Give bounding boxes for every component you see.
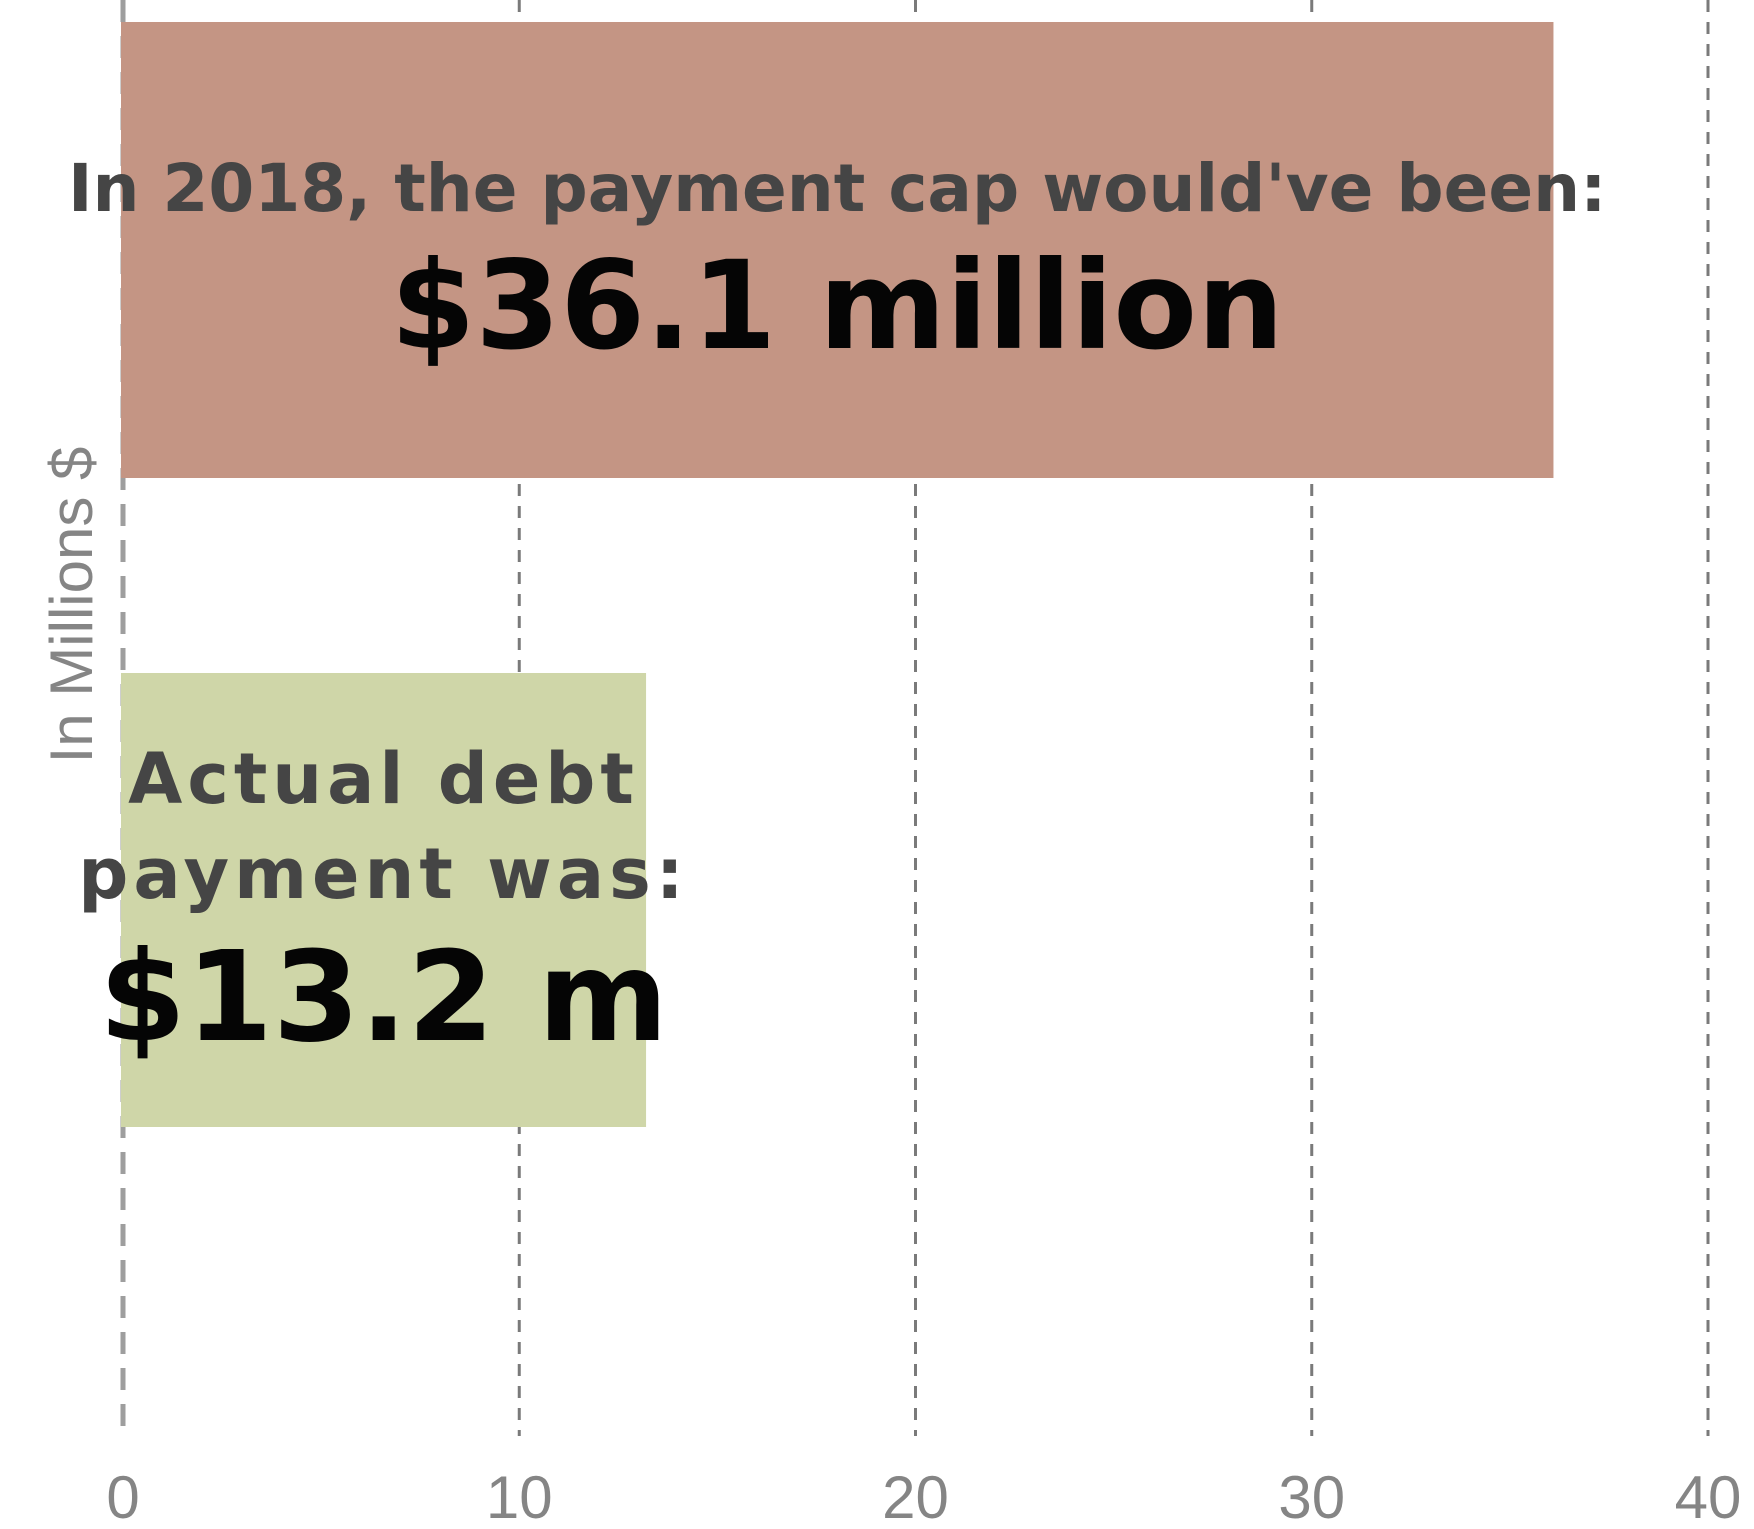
- x-tick-label-10: 10: [486, 1464, 553, 1524]
- x-tick-label-20: 20: [882, 1464, 949, 1524]
- x-tick-label-0: 0: [106, 1464, 139, 1524]
- bar-value-label-actual-debt-payment: $13.2 m: [99, 925, 668, 1070]
- bar-label-actual-debt-payment-line-1: Actual debt: [128, 738, 639, 820]
- bar-label-actual-debt-payment-line-2: payment was:: [78, 833, 688, 915]
- bar-payment-cap: [121, 22, 1554, 478]
- bar-actual-debt-payment: [121, 673, 647, 1127]
- bar-value-label-payment-cap: $36.1 million: [391, 235, 1284, 377]
- y-axis-title: In Millions $: [38, 447, 105, 764]
- bars: In 2018, the payment cap would've been: $…: [68, 22, 1607, 1127]
- grid-lines: [120, 0, 1710, 1436]
- x-axis: 0 10 20 30 40: [106, 1464, 1742, 1529]
- x-tick-label-30: 30: [1278, 1464, 1345, 1524]
- bar-label-payment-cap-line-1: In 2018, the payment cap would've been:: [68, 150, 1607, 227]
- x-tick-label-40: 40: [1675, 1464, 1742, 1524]
